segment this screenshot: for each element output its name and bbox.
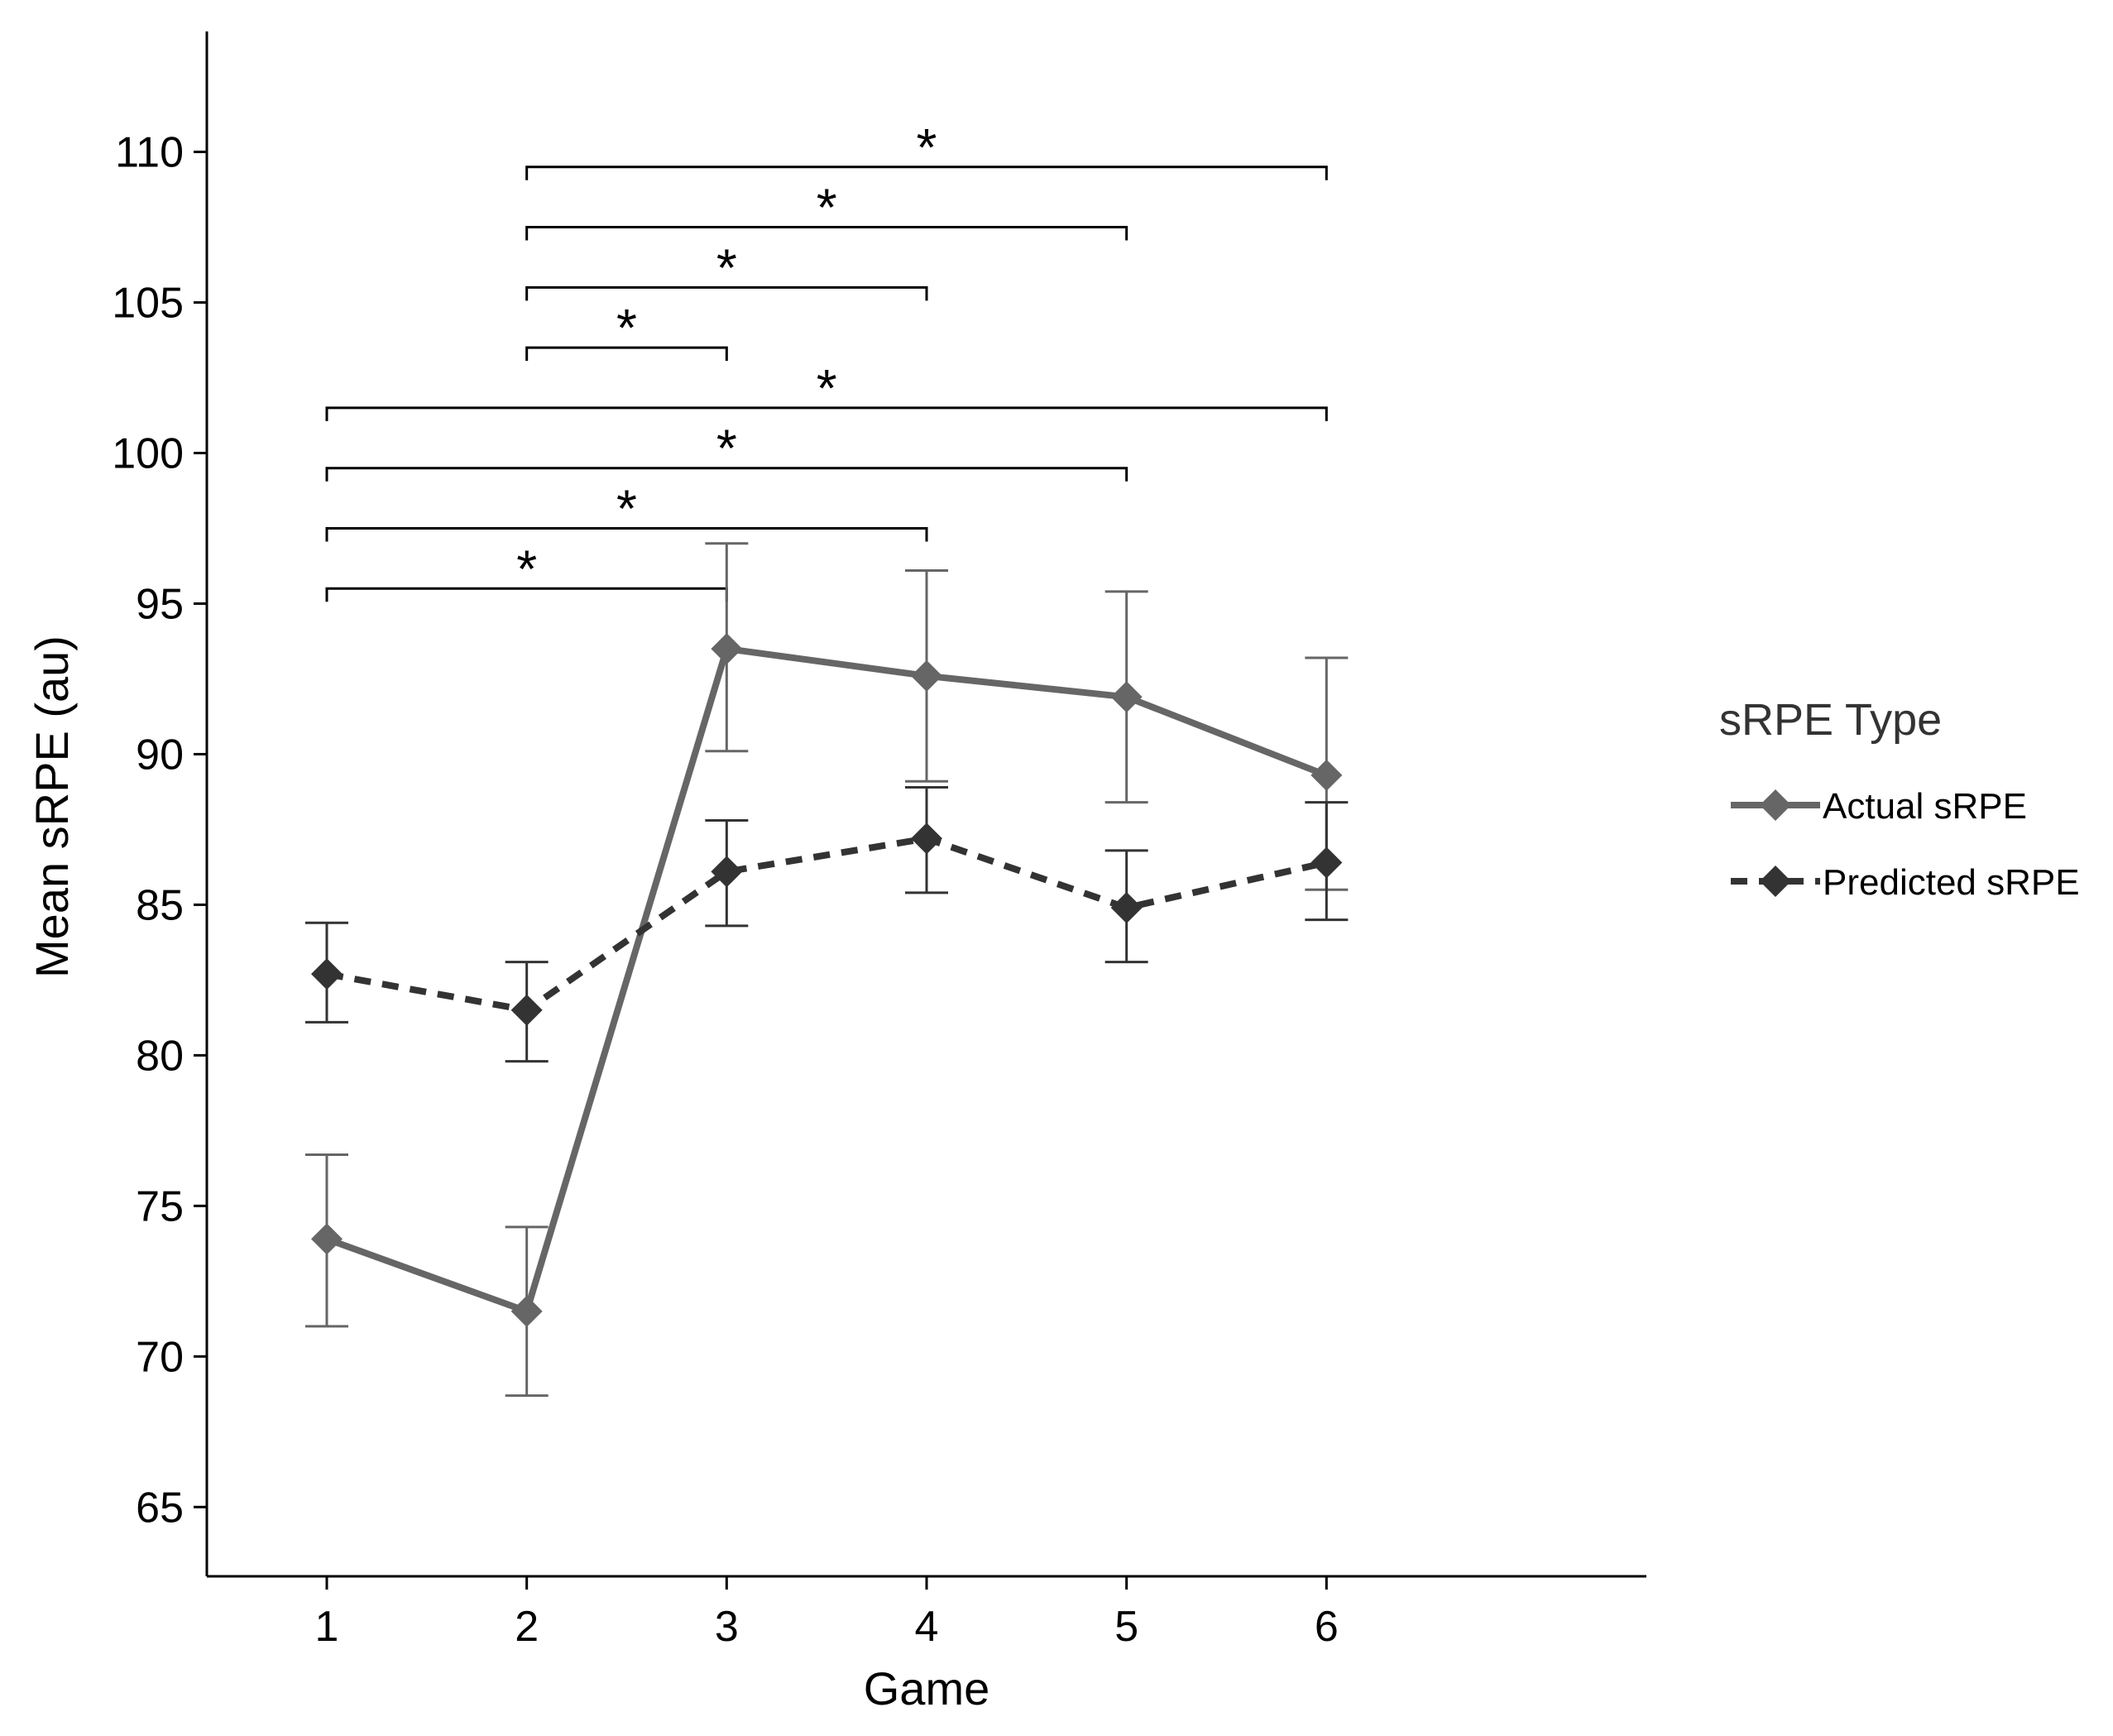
significance-star: * bbox=[917, 117, 937, 177]
significance-star: * bbox=[817, 358, 837, 418]
y-tick-label: 105 bbox=[112, 280, 184, 328]
significance-bracket: * bbox=[525, 298, 728, 362]
legend-item-actual-srpe: Actual sRPE bbox=[1731, 786, 2027, 827]
significance-bracket: * bbox=[325, 358, 1328, 421]
data-point bbox=[911, 659, 942, 692]
bracket-line bbox=[525, 285, 928, 301]
bracket-line bbox=[525, 226, 1128, 241]
y-tick-label: 100 bbox=[112, 430, 184, 478]
significance-bracket: * bbox=[525, 117, 1328, 180]
y-tick-label: 95 bbox=[136, 580, 184, 628]
data-point bbox=[1110, 892, 1143, 924]
bracket-line bbox=[325, 467, 1128, 482]
x-tick-label: 2 bbox=[515, 1603, 539, 1651]
y-tick-label: 110 bbox=[115, 129, 184, 177]
data-point bbox=[711, 633, 743, 665]
data-point bbox=[911, 822, 942, 855]
significance-bracket: * bbox=[325, 539, 728, 602]
legend: sRPE Type Actual sRPE Predicted sRPE bbox=[1719, 695, 2080, 903]
significance-star: * bbox=[716, 237, 737, 297]
y-ticks: 65 70 75 80 85 90 95 100 105 110 bbox=[112, 129, 207, 1532]
significance-star: * bbox=[616, 478, 637, 538]
y-tick-label: 80 bbox=[136, 1032, 184, 1080]
significance-bracket: * bbox=[325, 478, 928, 542]
bracket-line bbox=[325, 526, 928, 542]
data-point bbox=[311, 1223, 343, 1255]
significance-bracket: * bbox=[325, 419, 1128, 482]
series-line bbox=[325, 645, 1328, 1315]
y-tick-label: 90 bbox=[136, 731, 184, 779]
series-predicted-srpe bbox=[305, 785, 1349, 1063]
series-line bbox=[326, 835, 1328, 1014]
y-tick-label: 85 bbox=[136, 881, 184, 929]
significance-brackets: * * * * * * * * bbox=[325, 117, 1328, 602]
significance-star: * bbox=[516, 539, 537, 598]
y-tick-label: 70 bbox=[136, 1333, 184, 1381]
x-tick-label: 3 bbox=[715, 1603, 739, 1651]
x-tick-label: 1 bbox=[315, 1603, 339, 1651]
series-layer bbox=[305, 542, 1349, 1398]
significance-star: * bbox=[817, 178, 837, 237]
x-ticks: 1 2 3 4 5 6 bbox=[315, 1576, 1339, 1651]
data-point bbox=[311, 958, 343, 990]
data-point bbox=[1110, 681, 1143, 713]
y-tick-label: 65 bbox=[136, 1484, 184, 1532]
data-point bbox=[1310, 846, 1343, 879]
bracket-line bbox=[525, 165, 1328, 180]
bracket-line bbox=[325, 406, 1328, 421]
significance-star: * bbox=[616, 298, 637, 357]
y-axis-title: Mean sRPE (au) bbox=[26, 635, 78, 978]
x-tick-label: 4 bbox=[915, 1603, 939, 1651]
legend-label-predicted-srpe: Predicted sRPE bbox=[1823, 862, 2080, 903]
series-actual-srpe bbox=[305, 542, 1349, 1398]
data-point bbox=[510, 1295, 543, 1327]
significance-bracket: * bbox=[525, 178, 1128, 241]
data-point bbox=[1310, 759, 1343, 791]
legend-swatch-marker-predicted bbox=[1760, 866, 1791, 897]
x-axis-title: Game bbox=[864, 1662, 990, 1714]
bracket-line bbox=[525, 346, 728, 362]
legend-swatch-marker-actual bbox=[1760, 789, 1791, 821]
x-tick-label: 6 bbox=[1315, 1603, 1339, 1651]
legend-item-predicted-srpe: Predicted sRPE bbox=[1731, 862, 2080, 903]
significance-star: * bbox=[716, 419, 737, 478]
data-point bbox=[711, 856, 743, 888]
legend-label-actual-srpe: Actual sRPE bbox=[1823, 786, 2027, 827]
data-point bbox=[510, 994, 543, 1026]
significance-bracket: * bbox=[525, 237, 928, 301]
legend-title: sRPE Type bbox=[1719, 695, 1942, 745]
y-tick-label: 75 bbox=[136, 1182, 184, 1230]
x-tick-label: 5 bbox=[1114, 1603, 1138, 1651]
